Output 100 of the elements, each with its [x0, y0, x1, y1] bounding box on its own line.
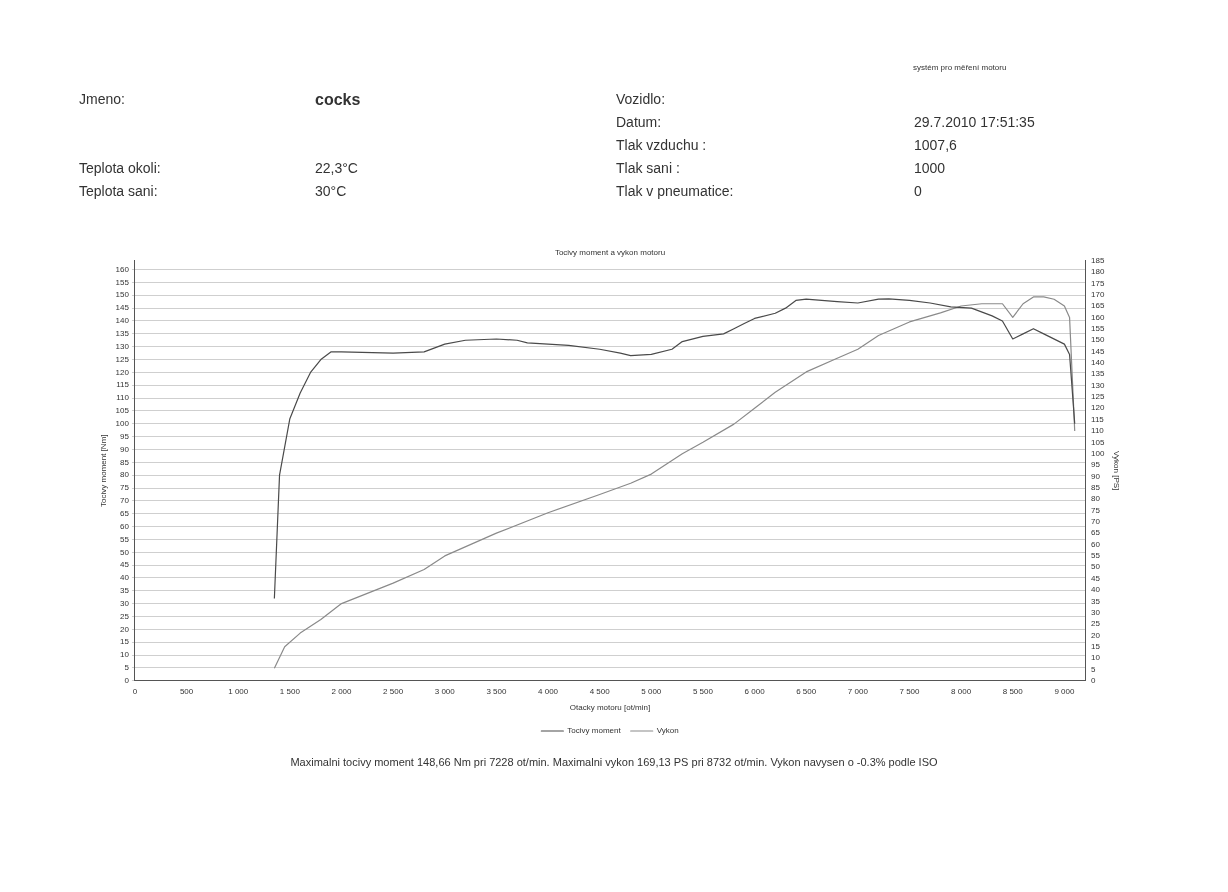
y-tick-label: 40 — [120, 573, 130, 583]
y2-tick-label: 175 — [1091, 278, 1105, 288]
text: Jmeno: — [79, 91, 125, 107]
y-tick-label: 95 — [120, 431, 130, 441]
x-tick-label: 9 000 — [1054, 686, 1075, 696]
text: 0 — [914, 183, 922, 199]
text: Teplota sani: — [79, 183, 158, 199]
y2-tick-label: 110 — [1091, 426, 1105, 436]
text: Teplota okoli: — [79, 160, 161, 176]
x-tick-label: 7 000 — [847, 686, 869, 696]
text: 1000 — [914, 160, 946, 176]
y-tick-label: 100 — [115, 419, 130, 428]
y2-tick-label: 50 — [1091, 562, 1101, 572]
y2-tick-label: 65 — [1091, 528, 1101, 538]
y-tick-label: 160 — [115, 264, 130, 274]
text: 1007,6 — [914, 137, 957, 153]
x-tick-label: 0 — [132, 686, 138, 696]
y-tick-label: 140 — [115, 316, 130, 326]
y2-tick-label: 95 — [1091, 460, 1101, 470]
text: Maximalni tocivy moment 148,66 Nm pri 7228 ot/min. Maximalni vykon 169,13 PS pri 8732 ot/min. Vykon navysen o -0.3% podle ISO — [289, 756, 939, 768]
x-tick-label: 5 000 — [641, 686, 662, 696]
x-tick-label: 3 500 — [486, 686, 507, 696]
x-tick-label: 500 — [179, 686, 194, 696]
legend-label: Tocivy moment — [567, 726, 622, 736]
y2-tick-label: 5 — [1091, 664, 1097, 674]
chart-title: Tocivy moment a vykon motoru — [554, 248, 666, 257]
x-tick-label: 6 000 — [744, 686, 766, 696]
y-tick-label: 50 — [120, 547, 130, 557]
y2-tick-label: 170 — [1091, 289, 1105, 299]
y-tick-label: 125 — [115, 354, 130, 364]
y2-tick-label: 135 — [1091, 369, 1105, 379]
y2-tick-label: 0 — [1091, 676, 1097, 685]
y2-tick-label: 155 — [1091, 323, 1105, 333]
y2-tick-label: 85 — [1091, 482, 1101, 492]
y-tick-label: 15 — [120, 637, 130, 647]
y-tick-label: 120 — [115, 367, 130, 377]
x-tick-label: 7 500 — [899, 686, 921, 696]
y2-tick-label: 40 — [1091, 585, 1101, 595]
y-tick-label: 85 — [120, 457, 130, 467]
y-tick-label: 5 — [124, 663, 130, 673]
x-tick-label: 5 500 — [692, 686, 714, 696]
x-tick-label: 3 000 — [434, 686, 456, 696]
y-tick-label: 25 — [120, 611, 130, 621]
y2-tick-label: 105 — [1091, 437, 1105, 447]
x-tick-label: 2 500 — [383, 686, 404, 696]
x-tick-label: 6 500 — [796, 686, 817, 696]
text: Datum: — [616, 114, 662, 130]
y2-tick-label: 165 — [1091, 301, 1105, 311]
text: 22,3°C — [315, 160, 358, 176]
y2-tick-label: 145 — [1091, 346, 1105, 356]
y2-tick-label: 20 — [1091, 630, 1101, 640]
x-tick-label: 4 000 — [538, 686, 559, 696]
y-tick-label: 65 — [120, 508, 130, 518]
x-tick-label: 8 500 — [1002, 686, 1024, 696]
y2-tick-label: 115 — [1091, 414, 1105, 424]
y-tick-label: 115 — [116, 380, 130, 390]
y-tick-label: 35 — [120, 586, 130, 596]
y-tick-label: 45 — [120, 560, 130, 570]
legend-label: Vykon — [656, 726, 679, 736]
y-tick-label: 20 — [120, 624, 130, 634]
y2-tick-label: 25 — [1091, 619, 1101, 629]
y-tick-label: 75 — [120, 483, 130, 493]
y2-tick-label: 100 — [1091, 448, 1105, 458]
y-tick-label: 0 — [124, 676, 130, 685]
y-tick-label: 80 — [120, 470, 130, 480]
y2-tick-label: 45 — [1091, 573, 1101, 583]
text: 30°C — [315, 183, 347, 199]
y-tick-label: 60 — [120, 521, 130, 531]
x-tick-label: 1 500 — [279, 686, 301, 696]
y2-tick-label: 75 — [1091, 505, 1101, 515]
x-tick-label: 1 000 — [228, 686, 249, 696]
text: Tlak sani : — [616, 160, 680, 176]
y-tick-label: 110 — [116, 393, 130, 403]
y-tick-label: 105 — [115, 406, 130, 416]
y2-tick-label: 180 — [1091, 267, 1105, 277]
y2-tick-label: 160 — [1091, 312, 1105, 322]
y2-tick-label: 140 — [1091, 358, 1105, 368]
y-tick-label: 130 — [115, 341, 130, 351]
text: systém pro měření motoru — [913, 63, 1007, 72]
text: Tlak v pneumatice: — [616, 183, 734, 199]
x-tick-label: 8 000 — [951, 686, 972, 696]
text: Vozidlo: — [616, 91, 666, 107]
text: Tlak vzduchu : — [616, 137, 707, 153]
y2-tick-label: 125 — [1091, 392, 1105, 402]
y-tick-label: 145 — [115, 303, 130, 313]
y-axis-title: Tocivy moment [Nm] — [99, 434, 108, 507]
y2-tick-label: 80 — [1091, 494, 1101, 504]
x-tick-label: 4 500 — [589, 686, 611, 696]
y-tick-label: 150 — [115, 290, 130, 300]
y-tick-label: 30 — [120, 598, 130, 608]
x-tick-label: 2 000 — [331, 686, 353, 696]
y2-tick-label: 185 — [1091, 255, 1105, 265]
y2-tick-label: 150 — [1091, 335, 1105, 345]
y2-tick-label: 35 — [1091, 596, 1101, 606]
y-tick-label: 90 — [120, 444, 130, 454]
y-tick-label: 155 — [115, 277, 130, 287]
y-tick-label: 135 — [115, 329, 130, 339]
x-axis-title: Otacky motoru [ot/min] — [569, 703, 651, 713]
y2-tick-label: 55 — [1091, 551, 1101, 561]
y-tick-label: 10 — [120, 650, 130, 660]
